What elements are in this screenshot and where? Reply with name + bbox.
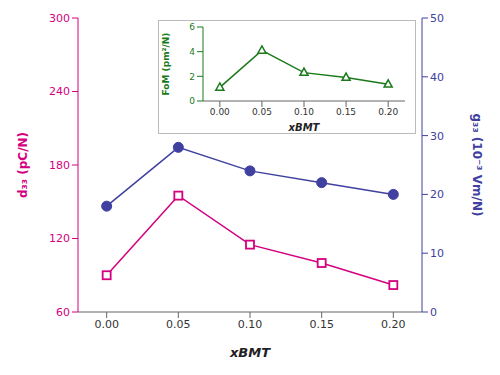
svg-text:60: 60 [56, 306, 70, 319]
svg-text:2: 2 [189, 72, 195, 82]
svg-text:30: 30 [430, 130, 444, 143]
svg-text:300: 300 [49, 12, 70, 25]
svg-text:0.10: 0.10 [294, 107, 314, 117]
svg-text:0.10: 0.10 [238, 318, 263, 331]
svg-text:xBMT: xBMT [229, 345, 271, 360]
svg-text:0.00: 0.00 [210, 107, 230, 117]
svg-text:6: 6 [189, 22, 195, 32]
svg-text:xBMT: xBMT [288, 122, 321, 133]
svg-text:g₃₃ (10⁻³ Vm/N): g₃₃ (10⁻³ Vm/N) [470, 114, 484, 217]
svg-text:120: 120 [49, 232, 70, 245]
svg-text:0: 0 [189, 96, 195, 106]
svg-text:FoM (pm²/N): FoM (pm²/N) [161, 33, 171, 96]
svg-text:180: 180 [49, 159, 70, 172]
svg-text:0.15: 0.15 [309, 318, 334, 331]
svg-text:10: 10 [430, 247, 444, 260]
svg-text:0.15: 0.15 [336, 107, 356, 117]
svg-text:40: 40 [430, 71, 444, 84]
svg-text:20: 20 [430, 188, 444, 201]
svg-text:0.20: 0.20 [381, 318, 406, 331]
svg-text:0.05: 0.05 [166, 318, 191, 331]
svg-text:0.05: 0.05 [252, 107, 272, 117]
svg-text:4: 4 [189, 47, 195, 57]
svg-text:0.00: 0.00 [94, 318, 119, 331]
svg-text:50: 50 [430, 12, 444, 25]
svg-text:0.20: 0.20 [378, 107, 398, 117]
svg-text:240: 240 [49, 85, 70, 98]
svg-text:d₃₃ (pC/N): d₃₃ (pC/N) [16, 132, 30, 198]
svg-text:0: 0 [430, 306, 437, 319]
